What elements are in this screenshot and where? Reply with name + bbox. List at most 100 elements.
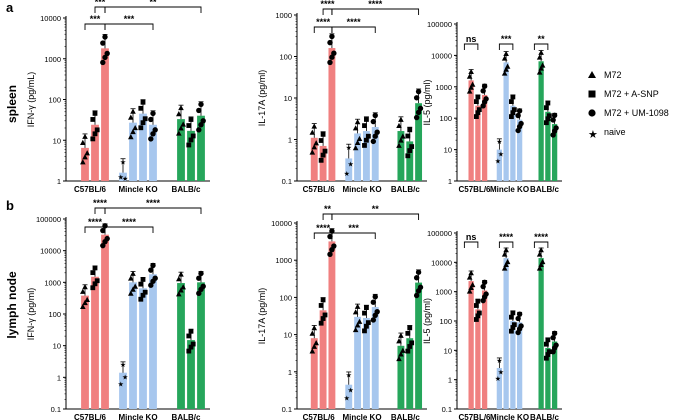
- data-point: [468, 270, 474, 276]
- data-point: [538, 49, 544, 55]
- bar: [328, 48, 336, 181]
- data-point: ★: [344, 395, 350, 403]
- data-point: [372, 312, 378, 319]
- bar: [310, 338, 318, 409]
- data-point: [545, 352, 551, 357]
- data-point: [180, 121, 186, 127]
- significance-label: ***: [95, 0, 106, 7]
- significance-bracket: [104, 6, 202, 13]
- x-group-label: C57BL/6: [74, 413, 107, 420]
- data-point: [398, 137, 404, 143]
- significance-label: **: [372, 204, 380, 214]
- data-point: [510, 325, 516, 330]
- data-point: [474, 317, 479, 322]
- data-point: [551, 330, 558, 337]
- data-point: [413, 292, 420, 299]
- data-point: [318, 138, 324, 143]
- significance-label: **: [538, 34, 546, 44]
- data-point: [536, 251, 543, 257]
- significance-bracket: [322, 8, 333, 15]
- data-point: [511, 107, 517, 113]
- data-point: [311, 144, 318, 150]
- data-point: [329, 246, 335, 253]
- y-axis-label: IL-5 (pg/ml): [422, 79, 432, 125]
- bar: [362, 317, 370, 409]
- bar: [187, 130, 195, 181]
- data-point: [128, 114, 134, 120]
- bar: [496, 149, 503, 181]
- data-point: [176, 111, 182, 117]
- significance-bracket: [331, 232, 376, 239]
- data-point: [370, 138, 377, 145]
- y-tick-label: 10: [444, 146, 452, 155]
- data-point: [396, 355, 402, 362]
- significance-bracket: [533, 43, 549, 50]
- bar: [91, 124, 99, 181]
- y-axis-label: IL-17A (pg/ml): [257, 288, 267, 345]
- y-tick-label: 10000: [431, 258, 452, 267]
- data-point: [503, 50, 509, 57]
- data-point: [196, 127, 202, 133]
- data-point: [398, 116, 404, 122]
- data-point: [407, 344, 413, 349]
- data-point: [309, 129, 316, 135]
- data-point: [466, 88, 473, 94]
- data-point: [329, 228, 335, 234]
- data-point: [100, 59, 106, 66]
- data-point: [400, 133, 406, 139]
- data-point: [352, 326, 359, 333]
- data-point: [150, 278, 156, 284]
- data-point: [480, 88, 486, 94]
- data-point: [80, 139, 86, 145]
- data-point: [544, 355, 549, 361]
- data-point: [510, 310, 516, 316]
- significance-bracket: [84, 23, 106, 30]
- data-point: [475, 110, 481, 116]
- data-point: [309, 330, 316, 336]
- data-point: ★: [498, 369, 504, 377]
- data-point: [82, 284, 88, 290]
- data-point: [468, 68, 474, 75]
- data-point: [516, 108, 523, 114]
- data-point: [102, 34, 108, 40]
- data-point: [481, 279, 488, 285]
- significance-bracket: [498, 43, 514, 50]
- bar: [345, 158, 353, 181]
- x-group-label: BALB/c: [172, 185, 201, 194]
- data-point: [372, 133, 378, 139]
- data-point: [415, 109, 422, 116]
- bar: [551, 341, 558, 409]
- data-point: [186, 123, 192, 128]
- data-point: [413, 95, 420, 101]
- x-group-label: Mincle KO: [490, 185, 529, 194]
- significance-label: ***: [348, 223, 359, 233]
- data-point: [503, 261, 509, 267]
- data-point: [320, 316, 326, 321]
- data-point: [190, 133, 196, 139]
- bar: [101, 48, 109, 182]
- y-tick-label: 100: [439, 114, 452, 123]
- row-a-letter: a: [6, 0, 14, 15]
- y-tick-label: 10: [284, 94, 292, 103]
- x-group-label: C57BL/6: [458, 185, 491, 194]
- data-point: [138, 296, 144, 302]
- bar: [319, 145, 327, 181]
- significance-label: ****: [146, 198, 161, 208]
- data-point: [313, 340, 319, 346]
- y-tick-label: 100: [48, 310, 61, 319]
- bar: [345, 384, 353, 409]
- data-point: [313, 140, 319, 146]
- bar: [538, 61, 544, 181]
- data-point: [364, 117, 369, 122]
- bar: [310, 137, 318, 181]
- bar: [397, 131, 405, 181]
- data-point: ★: [495, 157, 501, 165]
- data-point: [474, 303, 479, 308]
- data-point: ★: [346, 144, 352, 152]
- data-point: [318, 303, 324, 308]
- bar: [503, 62, 509, 181]
- data-point: [352, 309, 359, 315]
- data-point: [550, 117, 556, 123]
- data-point: [178, 287, 184, 293]
